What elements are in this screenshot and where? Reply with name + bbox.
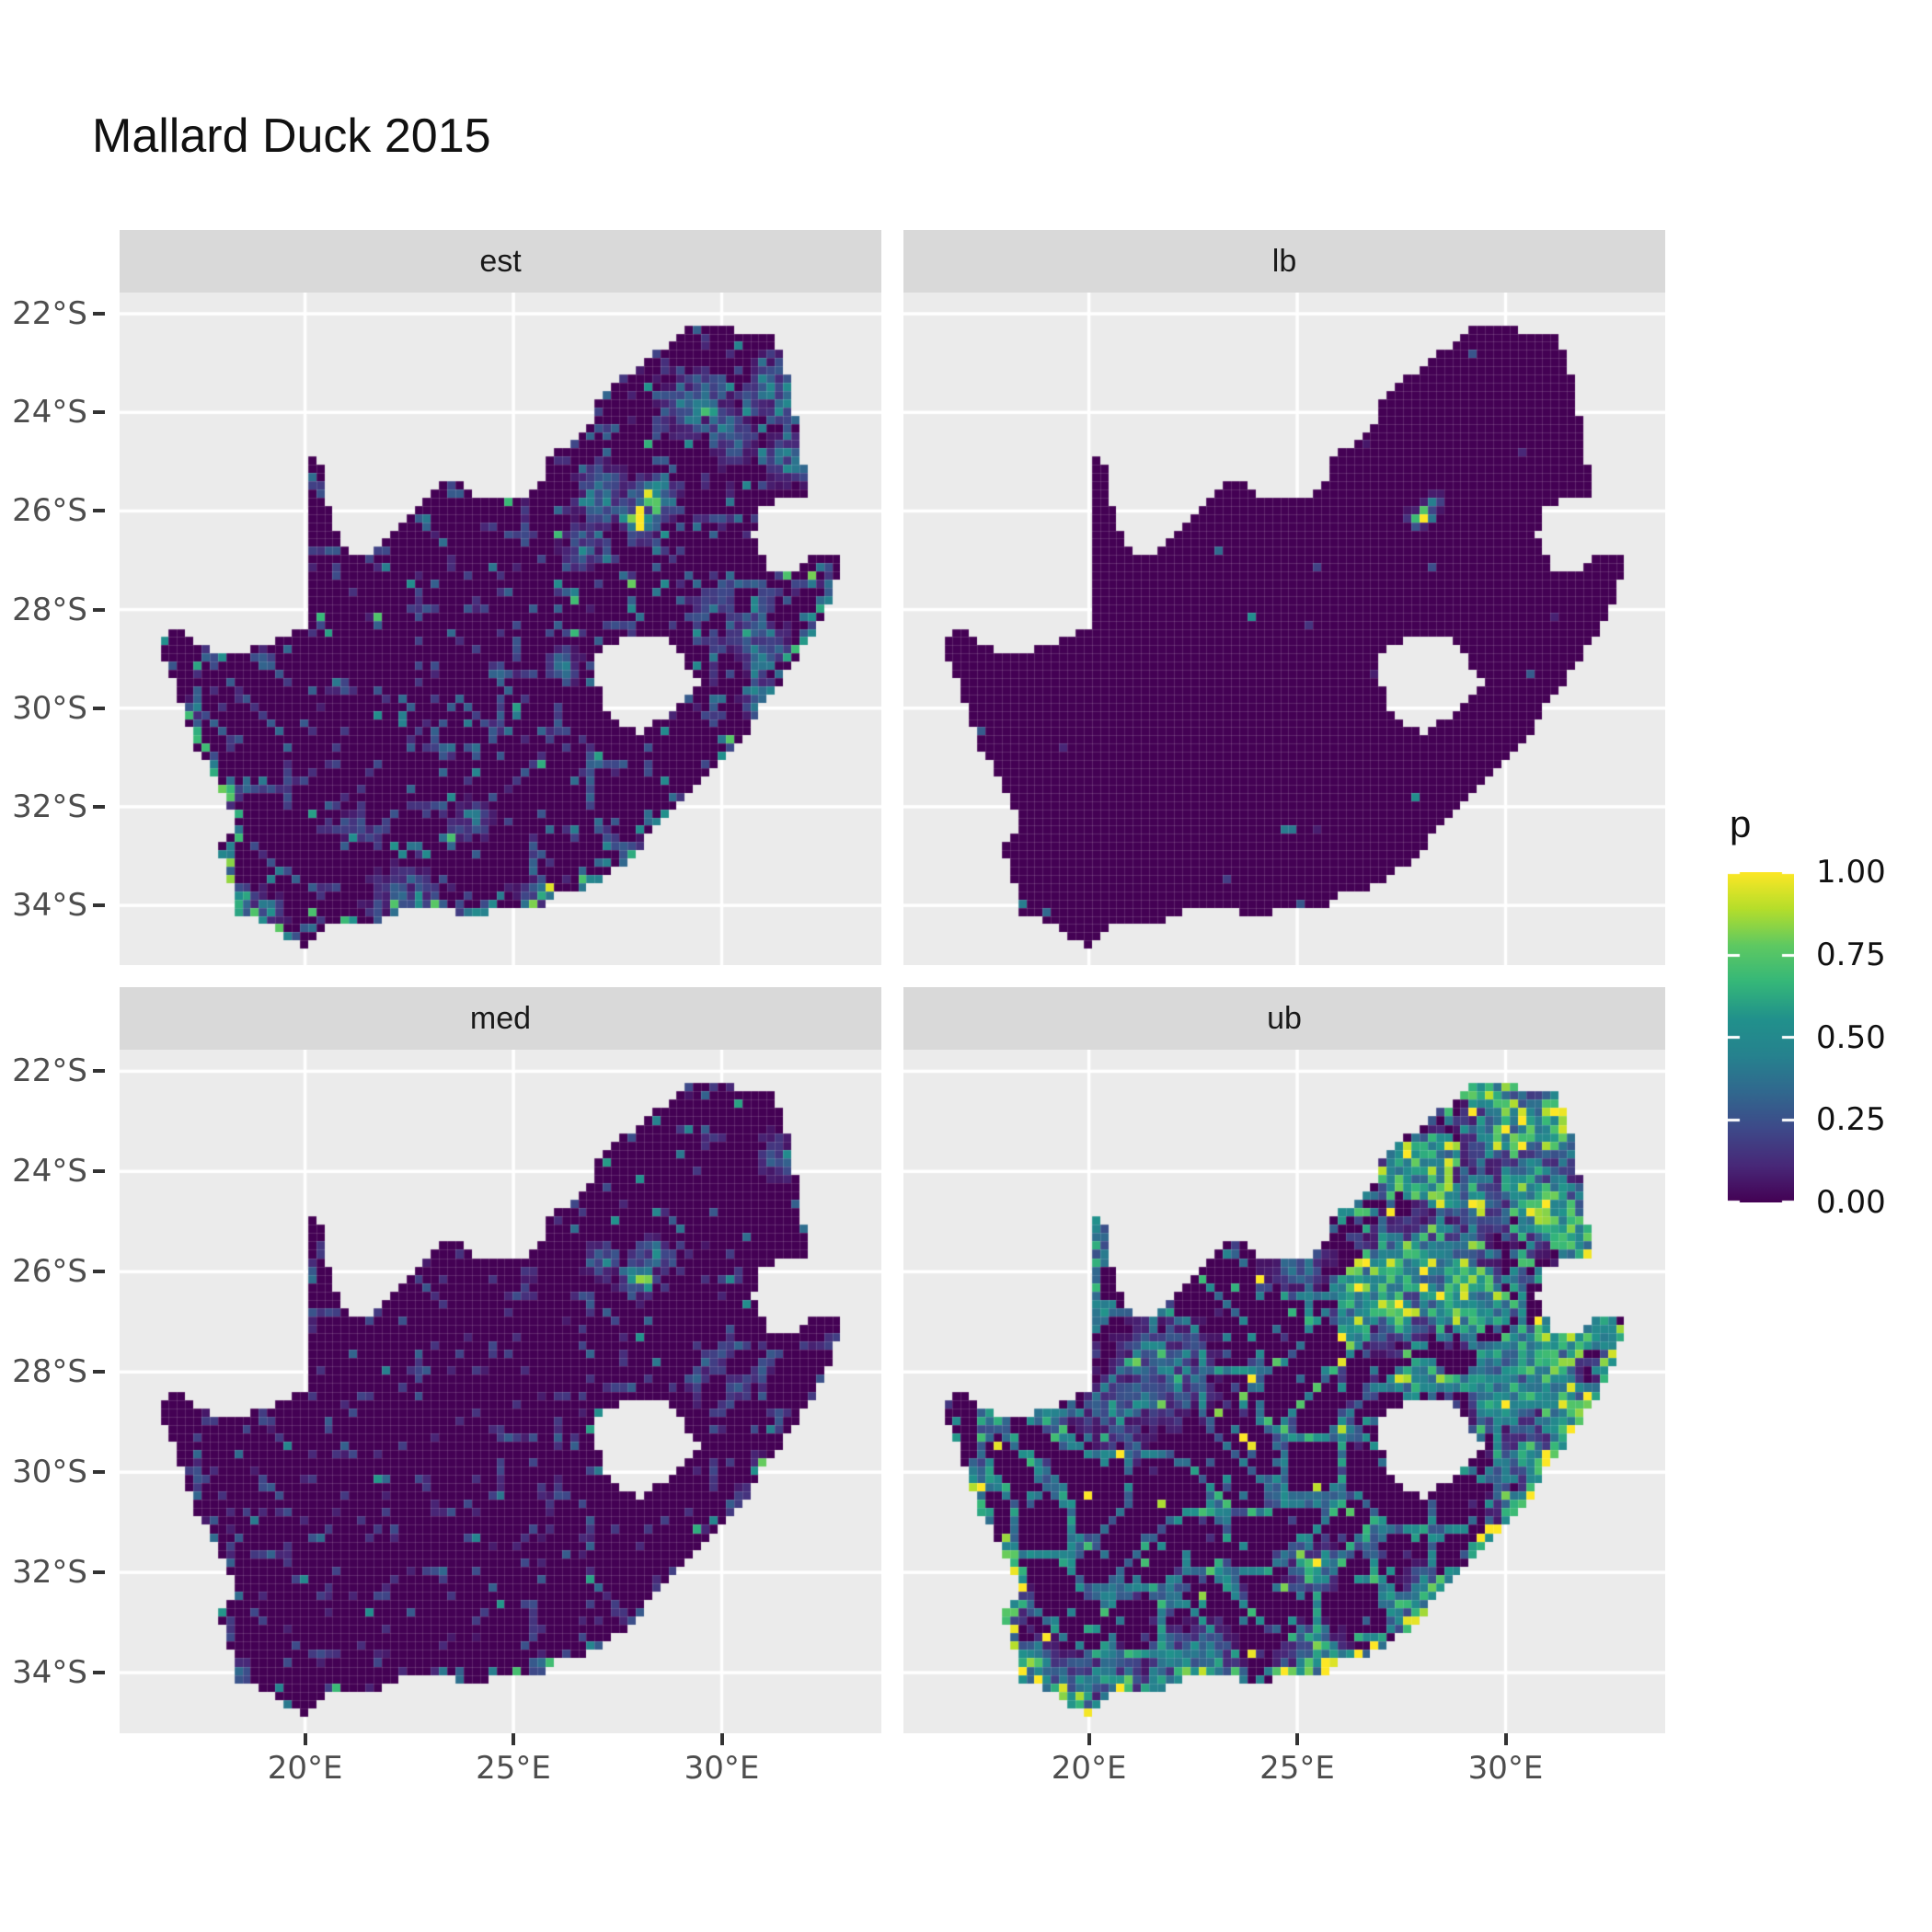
x-axis-label-25°E: 25°E — [476, 1750, 551, 1787]
facet-strip-label-lb: lb — [1271, 243, 1297, 279]
y-axis-tick — [93, 1169, 105, 1174]
legend-label-1.00: 1.00 — [1816, 854, 1886, 891]
map-panel-lb — [903, 293, 1665, 965]
y-axis-tick — [93, 804, 105, 809]
y-axis-tick — [93, 607, 105, 612]
x-axis-tick — [1503, 1733, 1508, 1745]
facet-strip-med: med — [120, 987, 881, 1050]
y-axis-label-22°S: 22°S — [12, 295, 87, 333]
legend-label-0.75: 0.75 — [1816, 936, 1886, 973]
y-axis-tick — [93, 1470, 105, 1475]
x-axis-tick — [303, 1733, 307, 1745]
x-axis-label-20°E: 20°E — [1051, 1750, 1127, 1787]
facet-strip-label-est: est — [479, 243, 522, 279]
facet-strip-label-med: med — [469, 1000, 532, 1036]
y-axis-tick — [93, 1671, 105, 1675]
y-axis-label-22°S: 22°S — [12, 1052, 87, 1090]
y-axis-label-28°S: 28°S — [12, 591, 87, 628]
legend-label-0.50: 0.50 — [1816, 1018, 1886, 1056]
y-axis-label-24°S: 24°S — [12, 394, 87, 431]
y-axis-label-30°S: 30°S — [12, 1454, 87, 1491]
y-axis-tick — [93, 1570, 105, 1575]
y-axis-label-30°S: 30°S — [12, 689, 87, 727]
x-axis-label-25°E: 25°E — [1259, 1750, 1335, 1787]
y-axis-label-34°S: 34°S — [12, 887, 87, 925]
x-axis-tick — [719, 1733, 724, 1745]
y-axis-tick — [93, 706, 105, 710]
y-axis-tick — [93, 410, 105, 415]
legend-label-0.25: 0.25 — [1816, 1101, 1886, 1139]
y-axis-label-34°S: 34°S — [12, 1654, 87, 1692]
y-axis-tick — [93, 903, 105, 908]
y-axis-tick — [93, 1370, 105, 1374]
y-axis-label-32°S: 32°S — [12, 1554, 87, 1592]
y-axis-label-28°S: 28°S — [12, 1353, 87, 1391]
legend-label-0.00: 0.00 — [1816, 1184, 1886, 1221]
facet-strip-ub: ub — [903, 987, 1665, 1050]
facet-strip-label-ub: ub — [1267, 1000, 1302, 1036]
y-axis-label-32°S: 32°S — [12, 788, 87, 825]
x-axis-label-30°E: 30°E — [684, 1750, 760, 1787]
legend-colorbar — [1728, 872, 1794, 1202]
x-axis-label-30°E: 30°E — [1467, 1750, 1544, 1787]
x-axis-tick — [1295, 1733, 1300, 1745]
plot-title: Mallard Duck 2015 — [92, 109, 491, 163]
x-axis-tick — [1087, 1733, 1091, 1745]
x-axis-tick — [512, 1733, 516, 1745]
map-panel-est — [120, 293, 881, 965]
y-axis-tick — [93, 312, 105, 316]
x-axis-label-20°E: 20°E — [267, 1750, 343, 1787]
y-axis-label-26°S: 26°S — [12, 1253, 87, 1291]
y-axis-tick — [93, 1270, 105, 1274]
facet-strip-lb: lb — [903, 230, 1665, 293]
y-axis-tick — [93, 509, 105, 513]
map-panel-ub — [903, 1050, 1665, 1733]
map-panel-med — [120, 1050, 881, 1733]
y-axis-tick — [93, 1069, 105, 1074]
legend-title: p — [1730, 802, 1752, 845]
facet-strip-est: est — [120, 230, 881, 293]
y-axis-label-26°S: 26°S — [12, 492, 87, 530]
y-axis-label-24°S: 24°S — [12, 1153, 87, 1190]
